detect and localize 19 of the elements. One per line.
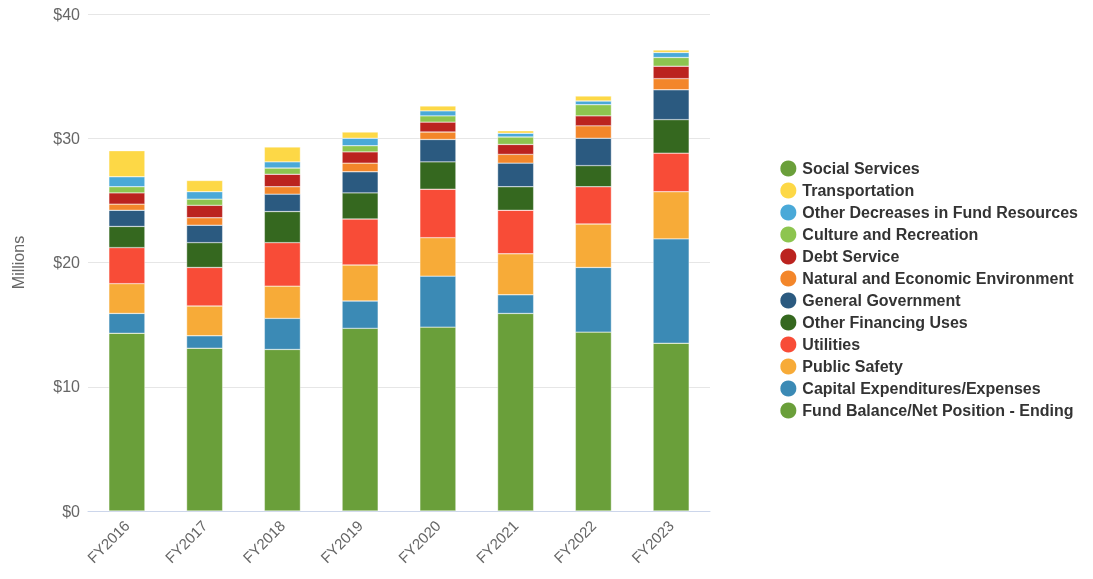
y-tick-label: $0 [62,502,81,520]
bar [575,96,612,101]
legend-label: Utilities [802,336,861,353]
y-axis-title: Millions [9,235,27,290]
legend-label: General Government [802,292,962,309]
legend-label: Culture and Recreation [802,226,979,243]
legend-label: Other Decreases in Fund Resources [802,204,1079,221]
legend-label: Transportation [802,182,915,199]
y-tick-label: $40 [53,5,81,23]
legend-label: Debt Service [802,248,900,265]
legend-label: Other Financing Uses [802,314,968,331]
legend-label: Social Services [802,160,920,177]
legend-label: Fund Balance/Net Position - Ending [802,402,1074,419]
y-tick-label: $10 [53,378,81,396]
legend-label: Capital Expenditures/Expenses [802,380,1041,397]
y-tick-label: $20 [53,254,81,271]
y-tick-label: $30 [53,129,81,147]
legend-label: Public Safety [802,358,903,375]
legend-label: Natural and Economic Environment [802,270,1075,287]
